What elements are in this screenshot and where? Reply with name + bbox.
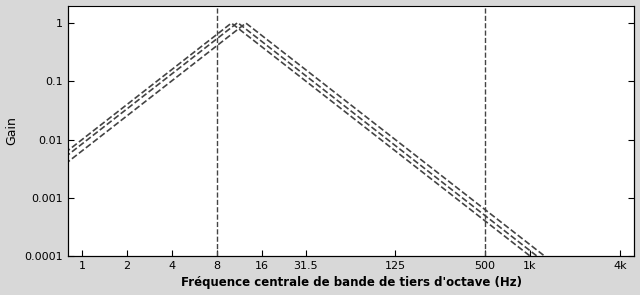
Y-axis label: Gain: Gain bbox=[6, 116, 19, 145]
X-axis label: Fréquence centrale de bande de tiers d'octave (Hz): Fréquence centrale de bande de tiers d'o… bbox=[180, 276, 522, 289]
